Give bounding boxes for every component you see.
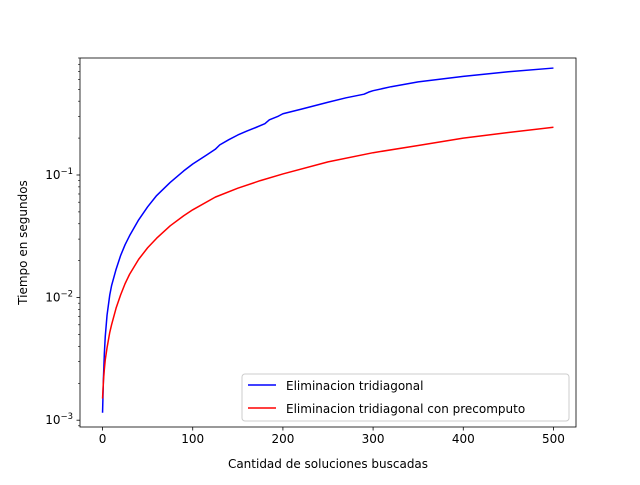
- x-tick-label: 500: [542, 432, 565, 446]
- legend-label-1: Eliminacion tridiagonal con precomputo: [286, 402, 525, 416]
- x-tick-label: 0: [99, 432, 107, 446]
- ticks-layer: 0 100 200 300 400 500 10−3 10−2 10−1: [45, 57, 565, 446]
- legend-label-0: Eliminacion tridiagonal: [286, 379, 423, 393]
- x-tick-label: 100: [181, 432, 204, 446]
- x-tick-label: 400: [452, 432, 475, 446]
- plot-frame: [79, 57, 577, 428]
- series-layer: [101, 67, 554, 413]
- series-line-0: [101, 67, 554, 413]
- series-line-1: [101, 126, 554, 399]
- x-axis-label: Cantidad de soluciones buscadas: [228, 457, 428, 471]
- legend-box: [241, 373, 570, 422]
- legend: Eliminacion tridiagonal Eliminacion trid…: [241, 373, 570, 422]
- x-tick-label: 300: [362, 432, 385, 446]
- y-axis-label: Tiempo en segundos: [16, 180, 30, 306]
- y-tick-label: 10−1: [45, 167, 73, 182]
- x-tick-label: 200: [271, 432, 294, 446]
- y-tick-label: 10−3: [45, 412, 73, 427]
- y-tick-label: 10−2: [45, 290, 73, 305]
